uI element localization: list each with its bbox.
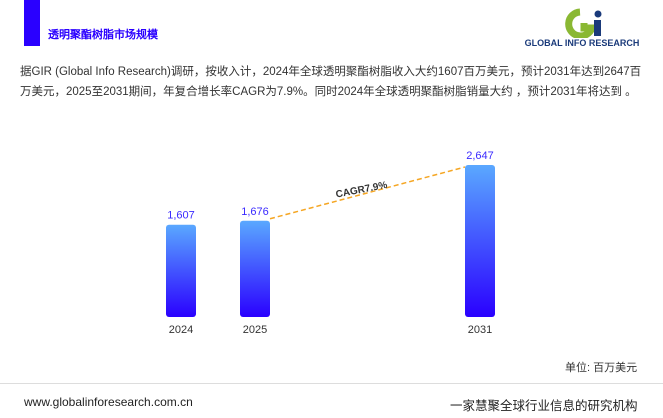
page-title: 透明聚酯树脂市场规模 bbox=[48, 29, 158, 41]
footer-slogan: 一家慧聚全球行业信息的研究机构 bbox=[450, 399, 638, 413]
cagr-trend-line bbox=[269, 166, 466, 220]
cagr-annotation: CAGR7.9% bbox=[335, 180, 388, 201]
bar-2025 bbox=[240, 220, 270, 317]
x-tick-label: 2025 bbox=[243, 324, 267, 336]
bar-2024 bbox=[166, 224, 196, 317]
website-link[interactable]: www.globalinforesearch.com.cn bbox=[24, 395, 193, 409]
description: 据GIR (Global Info Research)调研，按收入计，2024年… bbox=[20, 66, 642, 98]
x-tick-label: 2031 bbox=[468, 324, 492, 336]
data-label: 1,607 bbox=[167, 210, 195, 222]
footer-divider bbox=[0, 383, 663, 384]
bar-2031 bbox=[465, 165, 495, 317]
title-accent-bar bbox=[24, 0, 40, 46]
data-label: 2,647 bbox=[466, 150, 494, 162]
gir-logo: GLOBAL INFO RESEARCH bbox=[512, 8, 652, 52]
x-tick-label: 2024 bbox=[169, 324, 193, 336]
data-label: 1,676 bbox=[241, 206, 269, 218]
logo-icon bbox=[565, 8, 602, 38]
logo-text: GLOBAL INFO RESEARCH bbox=[524, 38, 640, 48]
unit-label: 单位: 百万美元 bbox=[565, 362, 638, 374]
